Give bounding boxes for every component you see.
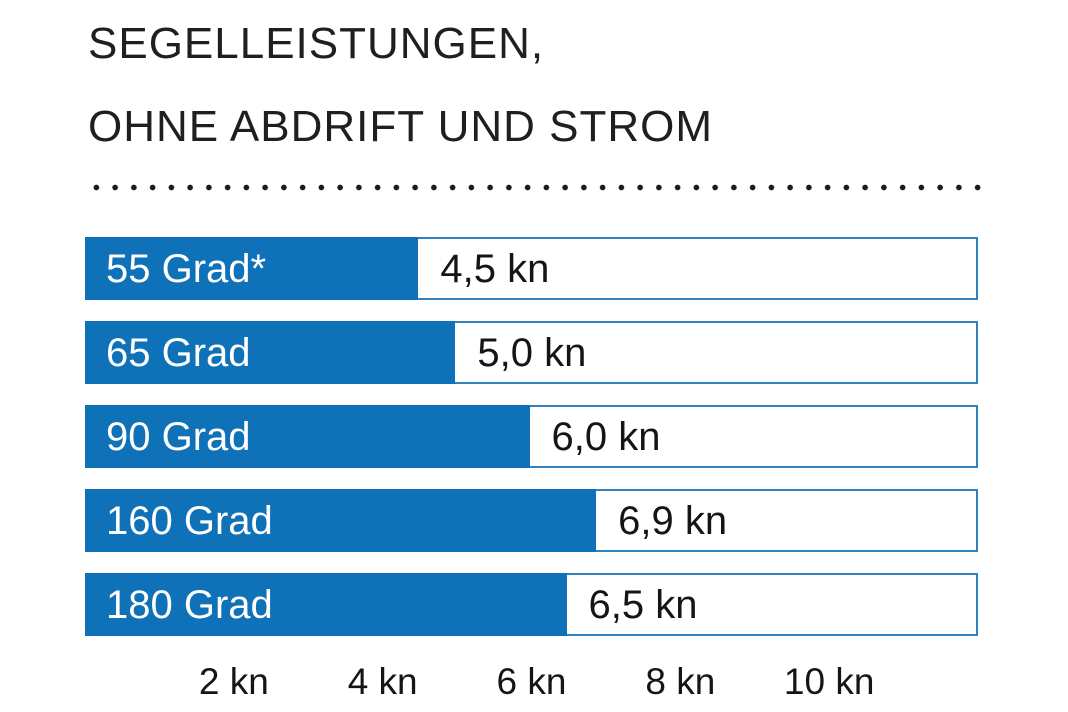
bar-65-grad: 65 Grad: [85, 321, 456, 384]
x-tick-2kn: 2 kn: [198, 661, 269, 702]
category-label: 90 Grad: [106, 414, 251, 459]
bar-row-160-grad: 160 Grad 6,9 kn: [85, 489, 978, 552]
chart-title-line-1: SEGELLEISTUNGEN,: [88, 19, 545, 68]
category-label: 160 Grad: [106, 498, 273, 543]
value-label: 6,0 kn: [551, 414, 661, 459]
value-label: 4,5 kn: [440, 246, 550, 291]
value-label: 6,5 kn: [588, 582, 698, 627]
bar-row-180-grad: 180 Grad 6,5 kn: [85, 573, 978, 636]
x-axis: 2 kn 4 kn 6 kn 8 kn 10 kn: [85, 659, 978, 705]
value-label: 5,0 kn: [477, 330, 587, 375]
category-label: 180 Grad: [106, 582, 273, 627]
bar-row-65-grad: 65 Grad 5,0 kn: [85, 321, 978, 384]
bar-180-grad: 180 Grad: [85, 573, 567, 636]
bar-chart: 55 Grad* 4,5 kn 65 Grad 5,0 kn 90 Grad 6…: [85, 237, 978, 657]
x-tick-4kn: 4 kn: [347, 661, 418, 702]
x-tick-6kn: 6 kn: [496, 661, 567, 702]
x-tick-10kn: 10 kn: [783, 661, 875, 702]
bar-90-grad: 90 Grad: [85, 405, 530, 468]
bar-160-grad: 160 Grad: [85, 489, 597, 552]
bar-row-55-grad: 55 Grad* 4,5 kn: [85, 237, 978, 300]
value-label: 6,9 kn: [618, 498, 728, 543]
bar-55-grad: 55 Grad*: [85, 237, 419, 300]
bar-row-90-grad: 90 Grad 6,0 kn: [85, 405, 978, 468]
chart-title-line-2: OHNE ABDRIFT UND STROM: [88, 102, 714, 151]
x-tick-8kn: 8 kn: [645, 661, 716, 702]
dotted-divider: [85, 183, 986, 192]
category-label: 55 Grad*: [106, 246, 267, 291]
category-label: 65 Grad: [106, 330, 251, 375]
